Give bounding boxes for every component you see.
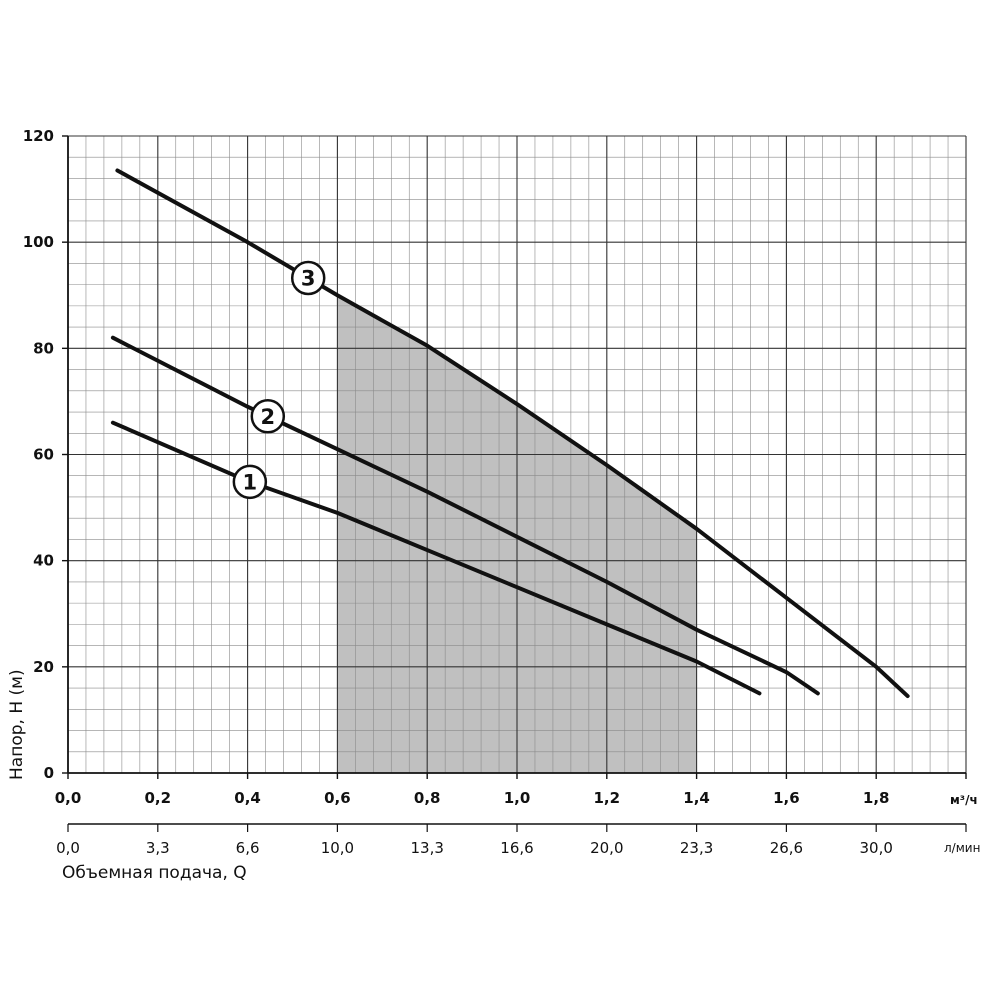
x-axis-title: Объемная подача, Q	[62, 863, 247, 883]
y-tick-label: 40	[33, 552, 54, 570]
x-tick-label-secondary: 3,3	[146, 839, 170, 857]
x-tick-label-secondary: 13,3	[410, 839, 443, 857]
x-tick-label: 1,8	[863, 789, 890, 807]
x-tick-label-secondary: 30,0	[859, 839, 892, 857]
x-tick-label-secondary: 23,3	[680, 839, 713, 857]
x-tick-label-secondary: 16,6	[500, 839, 533, 857]
x-tick-labels-primary: 0,0 0,2 0,4 0,6 0,8 1,0 1,2 1,4 1,6 1,8	[55, 789, 890, 807]
series-markers: 1 2 3	[232, 260, 326, 500]
x-tick-label-secondary: 10,0	[321, 839, 354, 857]
y-tick-labels: 0 20 40 60 80 100 120	[23, 127, 54, 782]
y-tick-label: 20	[33, 658, 54, 676]
x-tick-label: 0,6	[324, 789, 351, 807]
y-tick-label: 60	[33, 446, 54, 464]
x-unit-secondary: л/мин	[944, 841, 980, 855]
series-marker-label: 3	[301, 266, 316, 290]
series-marker-1	[232, 464, 268, 500]
x-tick-label-secondary: 6,6	[236, 839, 260, 857]
x-tick-label: 0,2	[145, 789, 172, 807]
y-axis-title: Напор, Н (м)	[7, 669, 27, 780]
x-tick-label: 0,0	[55, 789, 82, 807]
x-tick-label: 1,2	[594, 789, 621, 807]
series-marker-label: 1	[243, 470, 258, 494]
series-marker-2	[250, 399, 286, 434]
series-marker-label: 2	[260, 405, 275, 429]
y-tick-label: 120	[23, 127, 54, 145]
x-tick-label: 1,4	[683, 789, 710, 807]
x-unit-primary: м³/ч	[950, 793, 978, 807]
axes	[62, 135, 967, 832]
major-grid	[68, 135, 967, 773]
x-tick-labels-secondary: 0,0 3,3 6,6 10,0 13,3 16,6 20,0 23,3 26,6 30,0	[56, 839, 893, 857]
series-marker-3	[290, 260, 326, 296]
y-tick-label: 100	[23, 233, 54, 251]
x-tick-label: 1,6	[773, 789, 800, 807]
series-line-3	[115, 168, 910, 699]
x-tick-label-secondary: 26,6	[770, 839, 803, 857]
x-tick-label-secondary: 20,0	[590, 839, 623, 857]
x-tick-label: 0,8	[414, 789, 441, 807]
y-tick-label: 0	[44, 764, 54, 782]
x-tick-label: 0,4	[234, 789, 261, 807]
y-tick-label: 80	[33, 339, 54, 357]
x-tick-label: 1,0	[504, 789, 531, 807]
x-tick-label-secondary: 0,0	[56, 839, 80, 857]
